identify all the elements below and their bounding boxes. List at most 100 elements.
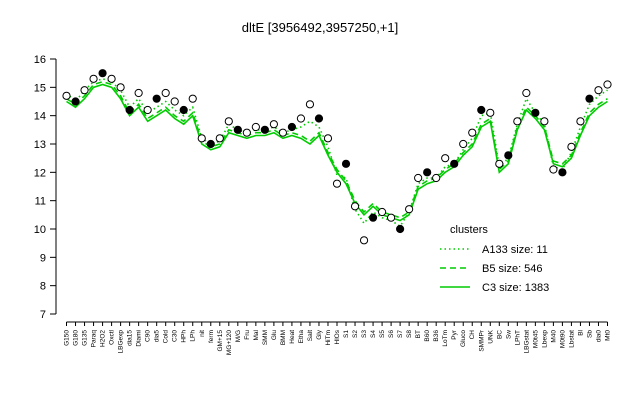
x-tick-label: S5 (379, 330, 386, 338)
data-point (188, 94, 197, 103)
data-point (242, 128, 251, 137)
data-point (269, 120, 278, 129)
series-line (65, 77, 608, 228)
x-tick-label: S1 (343, 330, 350, 338)
data-point (89, 74, 98, 83)
data-point (450, 159, 459, 168)
x-tick-label: S3 (361, 330, 368, 338)
x-tick-label: M/G (235, 330, 242, 342)
data-point (468, 128, 477, 137)
legend-label: A133 size: 11 (482, 244, 548, 256)
x-tick-label: LBGstat (523, 330, 530, 354)
x-tick-label: Gly (316, 329, 323, 340)
x-tick-label: B36 (433, 330, 440, 342)
data-point (576, 117, 585, 126)
legend-title: clusters (450, 224, 488, 236)
x-tick-label: Pyr (451, 329, 458, 340)
data-point (206, 139, 215, 149)
x-tick-label: CH (469, 330, 476, 340)
data-point (423, 168, 432, 177)
y-tick-label: 16 (34, 54, 46, 66)
data-point (567, 142, 576, 151)
x-tick-label: S8 (406, 330, 413, 338)
data-point (486, 108, 495, 117)
data-point (305, 100, 315, 109)
x-tick-label: Diami (136, 330, 143, 347)
x-tick-label: ferm (208, 330, 215, 343)
data-point (341, 159, 351, 168)
y-tick-label: 15 (34, 82, 46, 94)
data-point (80, 86, 89, 95)
data-point (71, 97, 80, 106)
x-tick-label: S2 (352, 330, 359, 338)
data-point (116, 83, 125, 92)
x-tick-label: G180 (73, 330, 80, 346)
x-tick-label: B60 (424, 330, 431, 342)
data-point (233, 125, 242, 134)
data-point (350, 202, 360, 211)
data-point (522, 88, 531, 98)
y-tick-label: 14 (34, 111, 46, 123)
x-tick-label: Paraq (91, 330, 98, 348)
x-tick-label: dia5 (154, 330, 161, 343)
data-point (368, 213, 378, 222)
data-point (531, 108, 540, 117)
x-tick-label: nit (199, 330, 206, 337)
data-point (125, 105, 134, 115)
x-tick-label: Sw (505, 330, 512, 339)
data-point (441, 154, 450, 163)
x-tick-label: HPh (181, 330, 188, 343)
x-tick-label: MG+120 (226, 330, 233, 355)
x-tick-label: UNK (487, 329, 494, 343)
data-point (251, 122, 260, 132)
data-point (396, 224, 405, 234)
data-point (432, 173, 441, 183)
y-tick-label: 7 (40, 309, 46, 321)
data-point (459, 139, 468, 149)
x-tick-label: BT (415, 330, 422, 338)
data-point (540, 117, 549, 126)
chart-title: dltE [3956492,3957250,+1] (242, 20, 399, 35)
data-point (495, 159, 504, 168)
data-point (260, 125, 269, 134)
x-tick-label: M40 (550, 330, 557, 343)
data-point (215, 134, 224, 143)
x-tick-label: LPh (190, 330, 197, 342)
x-tick-label: LBGexp (118, 330, 125, 354)
x-tick-label: S6 (388, 330, 395, 338)
data-point (62, 91, 71, 100)
data-point (323, 134, 333, 143)
y-tick-label: 12 (34, 167, 46, 179)
x-tick-label: Mal (253, 329, 260, 340)
x-tick-label: Salt (307, 330, 314, 341)
data-point (152, 94, 161, 103)
data-point (107, 74, 116, 83)
x-tick-label: Sb (586, 330, 593, 338)
x-tick-label: H2O2 (100, 330, 107, 347)
series-line (66, 83, 608, 222)
data-point (603, 80, 612, 89)
x-tick-label: HlOs (334, 329, 341, 344)
x-tick-label: dia0 (595, 330, 602, 343)
x-tick-label: Oxctl (109, 329, 116, 344)
x-tick-label: S7 (397, 330, 404, 338)
data-point (477, 105, 486, 115)
data-point (549, 165, 558, 174)
data-point (332, 179, 342, 188)
data-point (278, 128, 288, 137)
data-point (170, 97, 179, 106)
y-tick-label: 9 (40, 252, 46, 264)
data-point (504, 151, 513, 160)
x-tick-label: Bl (577, 329, 584, 335)
data-point (161, 88, 170, 98)
x-tick-label: BC (496, 330, 503, 339)
x-tick-label: LoTm (442, 330, 449, 347)
x-tick-label: Etha (298, 330, 305, 344)
x-tick-label: SMMPr (478, 329, 485, 352)
x-tick-label: HiTm (325, 330, 332, 346)
x-tick-label: C90 (145, 330, 152, 342)
data-point (594, 86, 603, 95)
y-tick-label: 13 (34, 139, 46, 151)
data-point (558, 168, 567, 177)
x-tick-label: LPhT (514, 330, 521, 346)
